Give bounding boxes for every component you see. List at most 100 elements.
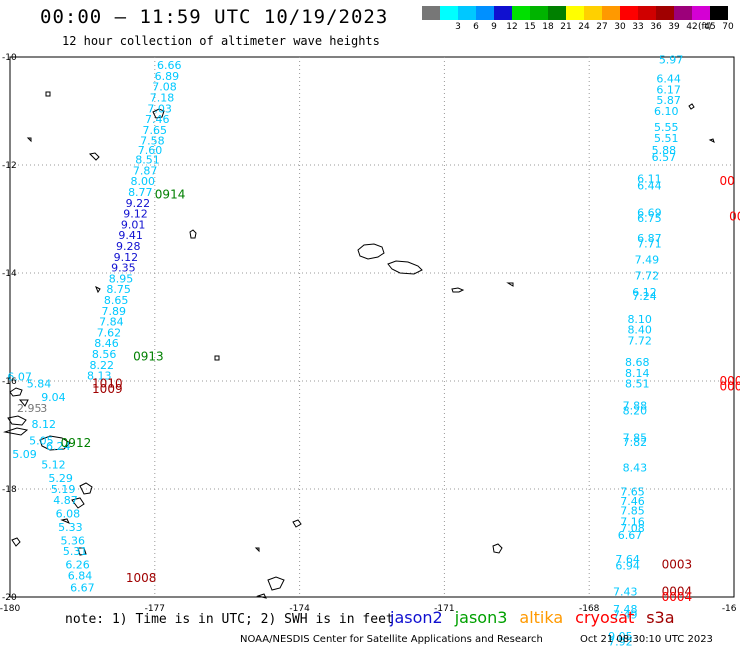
wave-height-value: 5.87 [656,94,681,107]
legend-swatch [638,6,656,20]
island-fiji-vanua-levu [39,435,71,451]
wave-height-value: 8.13 [87,370,112,383]
wave-height-value: 8.65 [104,294,129,307]
legend-swatch [440,6,458,20]
wave-height-value: 7.24 [632,290,657,303]
wave-height-value: 5.55 [654,121,679,134]
lat-tick-label: -18 [2,485,17,495]
wave-height-value: 7.48 [613,603,638,616]
pass-time: 0004 [662,590,693,604]
wave-height-value: 6.08 [56,507,81,520]
wave-height-value: 7.64 [615,553,640,566]
wave-height-value: 5.33 [58,521,83,534]
legend-swatch [674,6,692,20]
coastlines [3,91,715,599]
legend-label: 6 [473,22,479,32]
wave-height-value: 7.03 [147,102,172,115]
wave-height-value: 7.08 [152,81,177,94]
pass-time: 0913 [133,350,164,364]
wave-height-value: 8.20 [623,405,648,418]
wave-height-value: 9.41 [118,229,143,242]
legend-swatch [710,6,728,20]
satellite-name: altika [519,608,564,627]
wave-height-value: 8.56 [92,348,117,361]
island-small [26,91,514,553]
lon-tick-label: -180 [0,604,20,614]
satellite-name: jason2 [390,608,443,627]
lat-tick-label: -10 [2,53,17,63]
wave-height-value: 8.22 [89,359,114,372]
lon-tick-label: -168 [579,604,600,614]
wave-height-value: 8.51 [625,378,650,391]
legend-swatch [512,6,530,20]
wave-height-value: 7.71 [637,237,662,250]
lat-tick-label: -14 [2,269,17,279]
legend-swatch [584,6,602,20]
wave-height-value: 6.57 [652,151,677,164]
wave-height-value: 8.46 [94,337,119,350]
island-fiji-south [11,537,87,556]
legend-swatch [566,6,584,20]
pass-time: 1008 [126,571,157,585]
wave-height-value: 8.75 [106,283,131,296]
legend-swatch [548,6,566,20]
legend-swatch [620,6,638,20]
satellite-name: jason3 [454,608,508,627]
wave-height-value: 8.51 [135,154,160,167]
wave-height-value: 7.85 [620,505,645,518]
page-title: 00:00 — 11:59 UTC 10/19/2023 [40,6,389,28]
wave-height-value: 6.75 [637,212,662,225]
wave-height-value: 7.84 [99,316,124,329]
legend-label: 18 [542,22,554,32]
satellite-name: s3a [646,608,675,627]
wave-height-value: 7.08 [620,522,645,535]
lon-tick-label: -174 [289,604,310,614]
island-tokelau [688,103,715,143]
wave-height-value: 7.60 [138,144,163,157]
wave-height-value: 6.89 [155,70,180,83]
pass-time: 000 [720,374,740,388]
island-futuna [152,108,165,119]
generated-timestamp: Oct 21 08:30:10 UTC 2023 [580,634,713,645]
island-niue [492,543,503,554]
wave-height-value: 6.26 [65,559,90,572]
axis-labels: -180 -177 -174 -171 -168 -16 -10 -12 -14 -16 -18 -2… [0,53,737,614]
wave-height-value: 7.88 [623,399,648,412]
legend-swatch [656,6,674,20]
pass-time: 0003 [662,558,693,572]
legend-label: 36 [650,22,662,32]
wave-height-value: 9.35 [111,262,136,275]
credit-line: NOAA/NESDIS Center for Satellite Applica… [240,634,543,645]
legend-label: 24 [578,22,590,32]
wave-height-value: 8.77 [128,186,153,199]
wave-height-value: 7.65 [143,124,168,137]
wave-height-value: 9.12 [123,208,148,221]
lat-tick-label: -20 [2,593,17,603]
wave-height-value: 7.65 [620,486,645,499]
legend-swatch [602,6,620,20]
wave-height-value: 6.12 [632,286,657,299]
wave-height-value: 7.82 [623,436,648,449]
legend-label: 12 [506,22,518,32]
wave-height-value: 8.14 [625,367,650,380]
wave-height-value: 6.44 [656,73,681,86]
wave-height-value: 6.84 [68,569,93,582]
lat-tick-label: -16 [2,377,17,387]
pass-time: 1009 [92,382,123,396]
wave-height-value: 5.36 [60,534,85,547]
footer-note: note: 1) Time is in UTC; 2) SWH is in fe… [65,612,394,627]
track-left: 6.666.897.087.187.037.467.657.587.608.51… [7,59,181,594]
track-right: 5.976.446.175.876.105.555.515.886.576.11… [608,54,683,649]
wave-height-value: 7.43 [613,586,638,599]
island-fiji-north [3,387,29,436]
pass-time: 00 [720,174,735,188]
wave-height-value: 5.29 [48,472,73,485]
legend-label: 33 [632,22,644,32]
island-tutuila [451,287,465,293]
pass-time: 1010 [92,377,123,391]
wave-height-value: 7.46 [145,113,170,126]
wave-height-value: 5.51 [654,132,679,145]
wave-height-value: 6.11 [637,173,662,186]
wave-height-value: 7.72 [635,270,660,283]
